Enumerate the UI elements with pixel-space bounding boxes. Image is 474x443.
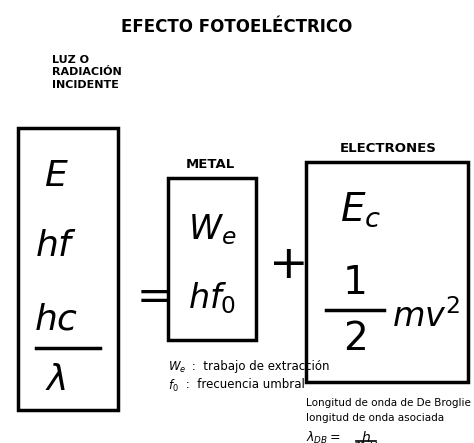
Text: $\lambda_{DB}=$: $\lambda_{DB}=$ [306, 430, 341, 443]
Text: $E$: $E$ [44, 159, 68, 193]
Text: $W_e$: $W_e$ [168, 360, 186, 375]
Text: $hf$: $hf$ [35, 229, 77, 263]
Text: $m_e v$: $m_e v$ [353, 441, 379, 443]
Text: $\lambda$: $\lambda$ [46, 363, 67, 397]
Text: :  frecuencia umbral: : frecuencia umbral [182, 378, 305, 391]
Text: $=$: $=$ [128, 274, 168, 316]
Bar [18, 128, 118, 410]
Text: longitud de onda asociada: longitud de onda asociada [306, 413, 444, 423]
Text: $E_c$: $E_c$ [340, 190, 382, 229]
Text: :  trabajo de extracción: : trabajo de extracción [188, 360, 329, 373]
Bar [306, 162, 468, 382]
Text: $+$: $+$ [268, 242, 304, 288]
Text: EFECTO FOTOELÉCTRICO: EFECTO FOTOELÉCTRICO [121, 18, 353, 36]
Text: $2$: $2$ [343, 322, 365, 358]
Text: ELECTRONES: ELECTRONES [339, 141, 437, 155]
Text: METAL: METAL [185, 159, 235, 171]
Text: LUZ O
RADIACIÓN
INCIDENTE: LUZ O RADIACIÓN INCIDENTE [52, 55, 122, 90]
Text: $h$: $h$ [361, 430, 371, 443]
Text: $W_e$: $W_e$ [188, 213, 236, 247]
Text: $f_0$: $f_0$ [168, 378, 179, 394]
Text: $mv^2$: $mv^2$ [392, 299, 460, 334]
Bar [168, 178, 256, 340]
Text: Longitud de onda de De Broglie o: Longitud de onda de De Broglie o [306, 398, 474, 408]
Text: $hf_0$: $hf_0$ [188, 280, 236, 316]
Text: $1$: $1$ [342, 265, 365, 303]
Text: $hc$: $hc$ [34, 303, 78, 337]
